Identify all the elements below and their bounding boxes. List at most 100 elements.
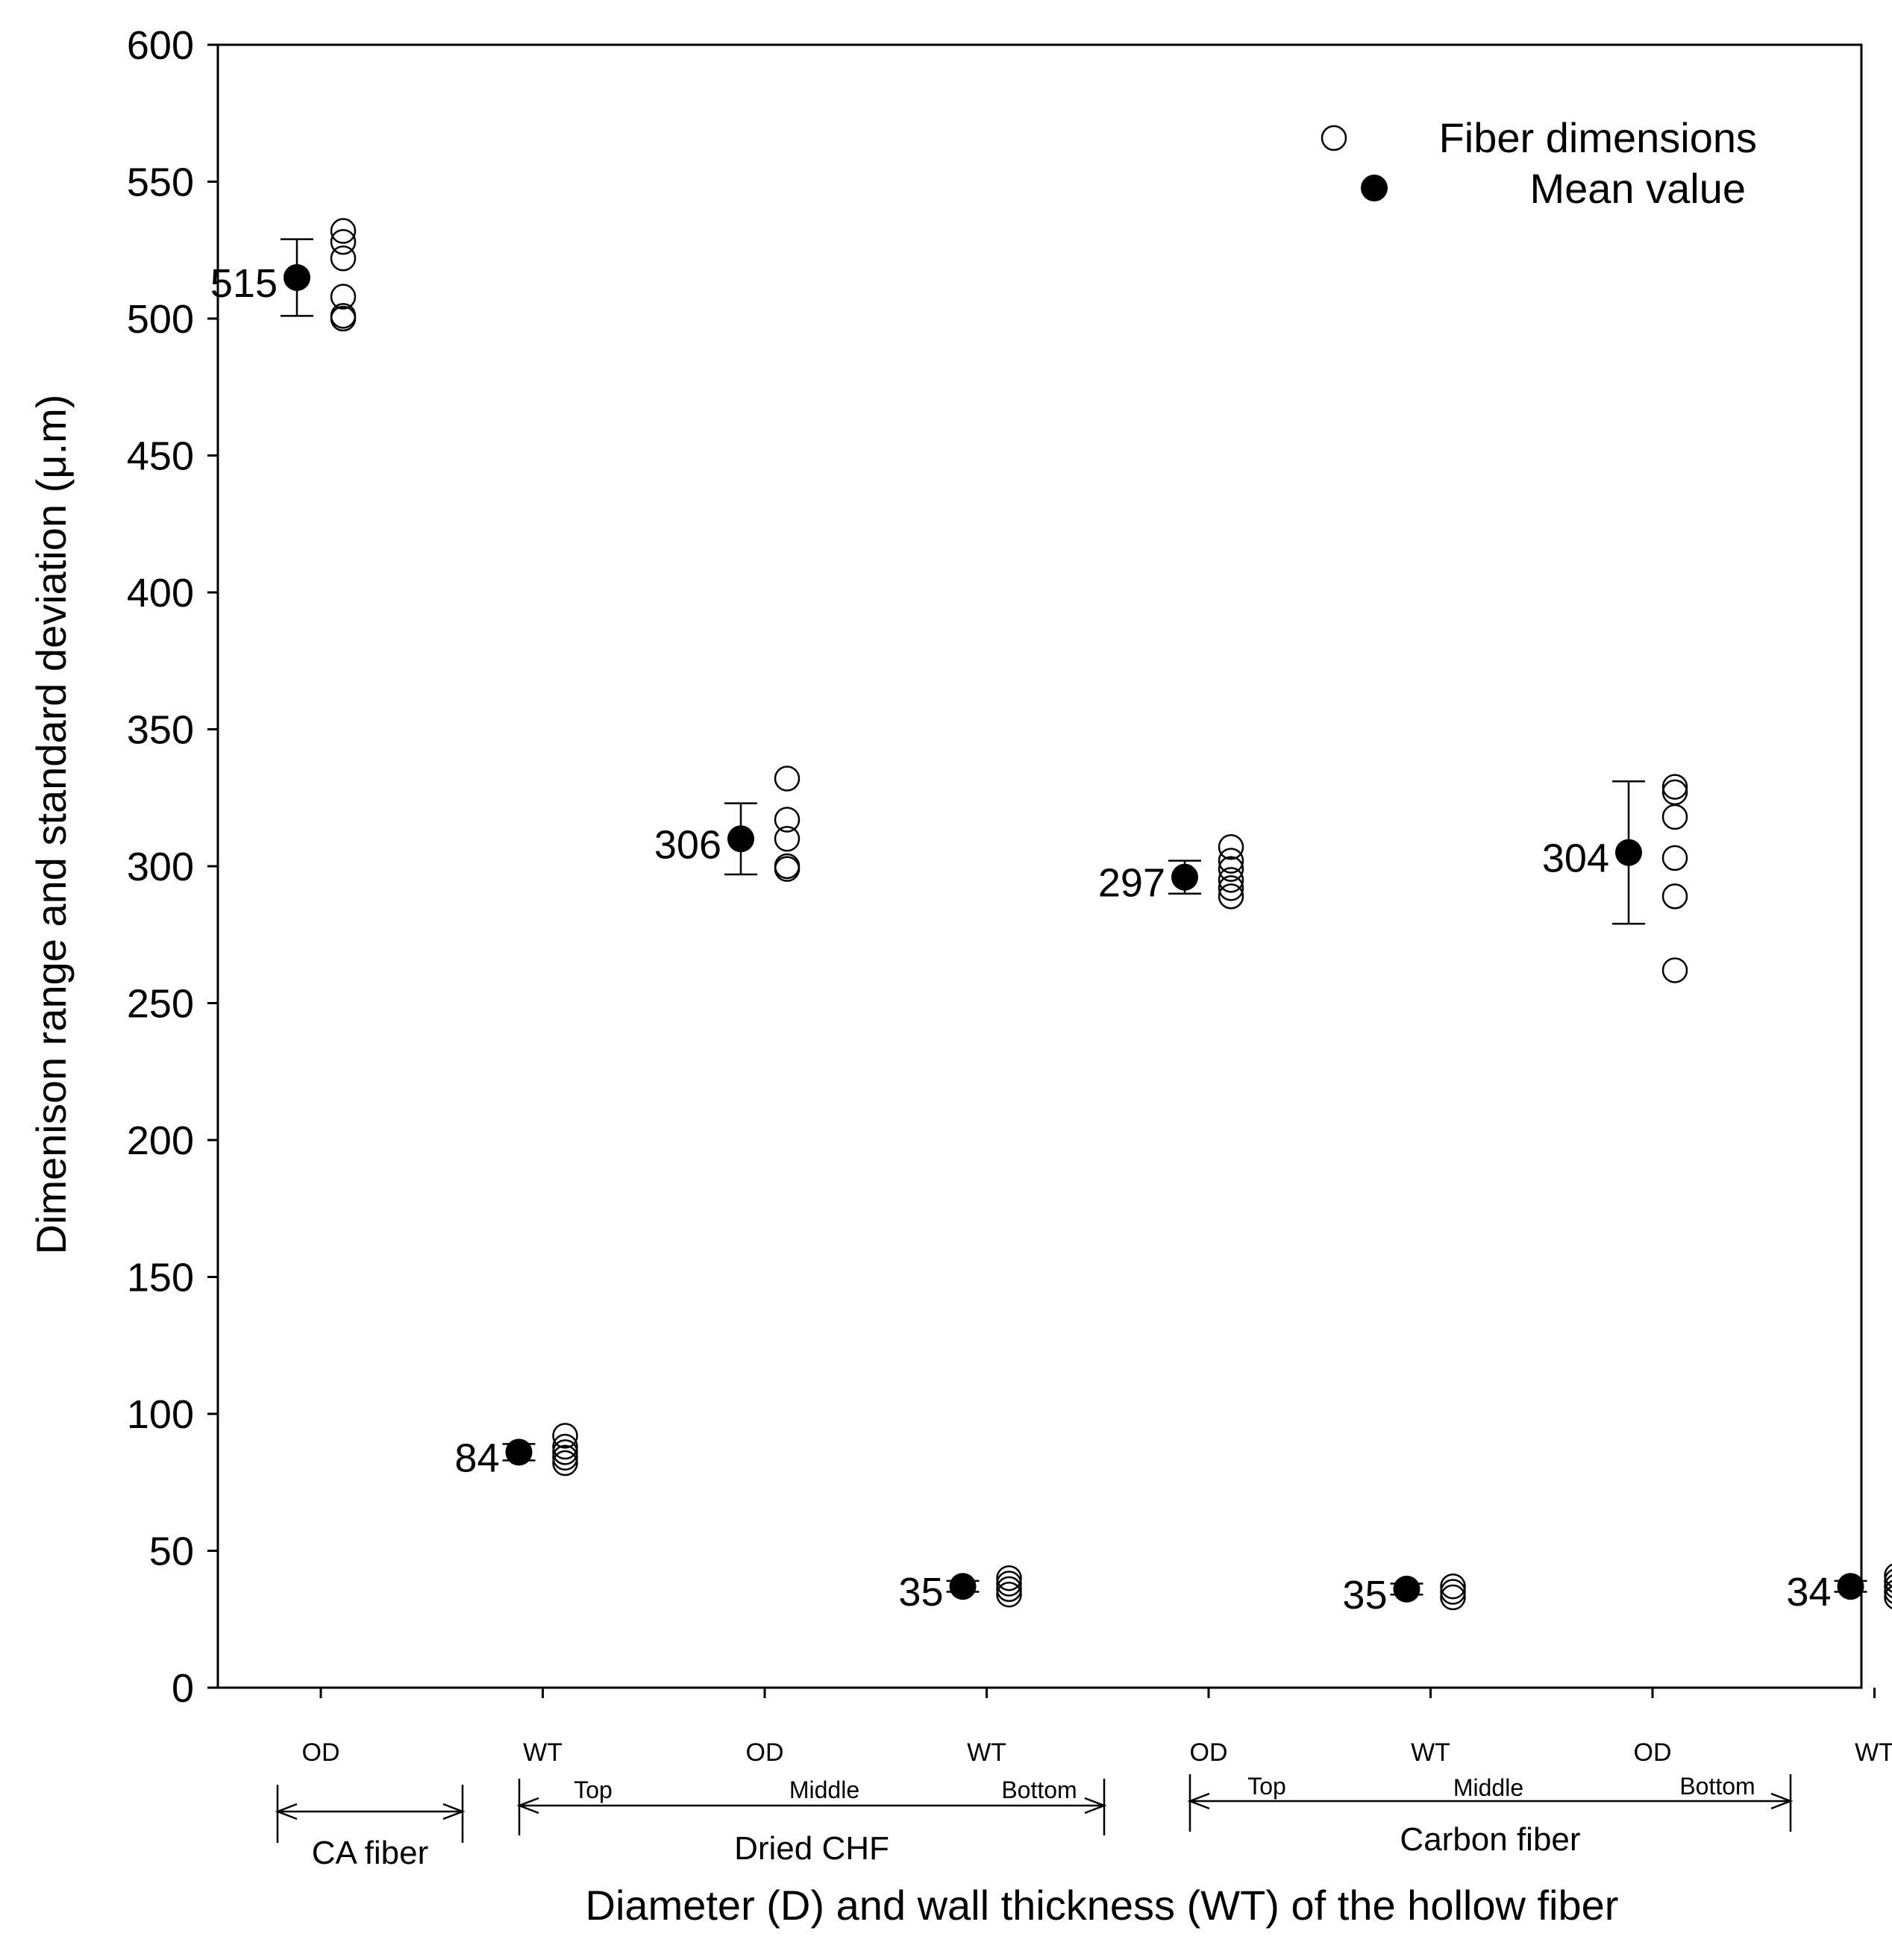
fiber-dimension-point	[1884, 1574, 1892, 1599]
fiber-dimension-point	[552, 1423, 578, 1449]
x-tick-label: OD	[746, 1738, 784, 1767]
x-tick-label: WT	[1411, 1738, 1450, 1767]
data-column: 306	[654, 765, 801, 882]
mean-value-label: 297	[1098, 861, 1165, 906]
fiber-dimension-point	[1218, 848, 1244, 874]
fiber-dimension-point	[1884, 1579, 1892, 1604]
y-tick-label: 200	[127, 1118, 194, 1163]
fiber-dimension-point	[996, 1565, 1022, 1591]
group-label: CA fiber	[312, 1835, 429, 1871]
x-axis-label: Diameter (D) and wall thickness (WT) of …	[586, 1882, 1619, 1929]
fiber-dimension-point	[774, 826, 801, 852]
fiber-dimension-point	[1440, 1579, 1466, 1605]
y-tick-label: 150	[127, 1256, 194, 1300]
mean-point	[1837, 1573, 1864, 1600]
fiber-dimension-point	[552, 1450, 578, 1477]
x-tick-label: WT	[1855, 1738, 1892, 1767]
fiber-dimension-point	[1218, 867, 1244, 893]
mean-point	[1615, 839, 1642, 866]
fiber-dimension-point	[330, 228, 357, 255]
fiber-dimension-point	[1218, 856, 1244, 882]
legend-fiber-dimensions: Fiber dimensions	[1439, 114, 1757, 161]
fiber-dimension-point	[330, 245, 357, 272]
fiber-dimension-point	[1884, 1585, 1892, 1609]
x-tick-label: WT	[523, 1738, 563, 1767]
fiber-dimension-point	[330, 303, 357, 329]
group-sublabel: Middle	[1453, 1774, 1523, 1801]
x-tick-label: OD	[1634, 1738, 1672, 1767]
fiber-dimension-point	[996, 1571, 1022, 1597]
mean-point	[284, 263, 310, 291]
legend-filled-circle-marker	[1361, 175, 1388, 201]
fiber-dimension-point	[1661, 883, 1688, 909]
mean-value-label: 35	[1342, 1573, 1387, 1618]
data-column: 515	[210, 218, 357, 332]
fiber-dimension-point	[774, 807, 801, 833]
data-column: 84	[454, 1423, 578, 1480]
group-arrow-left	[275, 1803, 298, 1820]
group-sublabel: Top	[574, 1776, 613, 1803]
mean-value-label: 515	[210, 261, 278, 306]
group-sublabel: Top	[1247, 1773, 1286, 1800]
group-arrow-left	[516, 1797, 539, 1815]
legend-open-circle-marker	[1321, 125, 1347, 151]
fiber-dimension-point	[1884, 1563, 1892, 1588]
data-column: 34	[1786, 1563, 1892, 1615]
data-column: 35	[1342, 1573, 1466, 1618]
fiber-dimension-point	[1218, 834, 1244, 860]
mean-value-label: 35	[898, 1570, 943, 1615]
data-column: 35	[898, 1565, 1022, 1615]
group-label: Carbon fiber	[1400, 1821, 1580, 1858]
fiber-dimension-point	[1218, 875, 1244, 901]
mean-point	[1171, 863, 1198, 891]
group-arrow-right	[442, 1803, 466, 1820]
fiber-dimension-point	[552, 1433, 578, 1460]
group-sublabel: Bottom	[1001, 1776, 1077, 1803]
y-tick-label: 400	[127, 571, 194, 616]
group-arrow-right	[1084, 1797, 1107, 1815]
group-bracket: CA fiber	[275, 1785, 466, 1871]
fiber-dimension-point	[1884, 1568, 1892, 1593]
y-tick-label: 450	[127, 434, 194, 479]
fiber-dimension-point	[1661, 779, 1688, 806]
y-tick-label: 100	[127, 1392, 194, 1437]
fiber-dimension-point	[1661, 774, 1688, 800]
group-arrow-right	[1770, 1792, 1794, 1810]
group-sublabel: Bottom	[1679, 1773, 1755, 1800]
mean-value-label: 306	[654, 822, 721, 867]
mean-point	[1393, 1575, 1420, 1603]
legend-mean-value: Mean value	[1529, 165, 1746, 212]
mean-point	[505, 1438, 533, 1466]
mean-point	[727, 825, 754, 853]
data-column: 304	[1542, 774, 1688, 983]
group-sublabel: Middle	[789, 1776, 859, 1803]
fiber-dimension-point	[552, 1444, 578, 1471]
legend: Fiber dimensions Mean value	[1321, 114, 1757, 212]
y-tick-label: 500	[127, 297, 194, 342]
y-tick-label: 250	[127, 982, 194, 1027]
mean-point	[949, 1573, 977, 1600]
y-tick-label: 600	[127, 23, 194, 68]
fiber-dimension-point	[1661, 957, 1688, 983]
fiber-dimension-point	[1440, 1573, 1466, 1600]
y-tick-label: 300	[127, 845, 194, 889]
x-tick-label: WT	[967, 1738, 1006, 1767]
y-tick-label: 550	[127, 160, 194, 205]
group-label: Dried CHF	[734, 1830, 889, 1867]
group-bracket: Dried CHF Top Middle Bottom	[516, 1776, 1107, 1867]
fiber-dimension-point	[1218, 883, 1244, 909]
fiber-dimension-point	[774, 853, 801, 880]
group-bracket: Carbon fiber Top Middle Bottom	[1187, 1773, 1794, 1858]
fiber-dimension-point	[996, 1576, 1022, 1603]
y-axis-label: Dimenison range and standard deviation (…	[28, 395, 75, 1255]
fiber-dimension-point	[1661, 804, 1688, 830]
x-tick-label: OD	[302, 1738, 340, 1767]
group-arrow-left	[1187, 1792, 1210, 1810]
fiber-dimension-point	[552, 1439, 578, 1465]
fiber-dimension-point	[330, 284, 357, 310]
y-tick-label: 50	[149, 1530, 194, 1574]
y-tick-label: 350	[127, 708, 194, 753]
fiber-dimension-point	[996, 1581, 1022, 1608]
mean-value-label: 84	[454, 1435, 499, 1480]
